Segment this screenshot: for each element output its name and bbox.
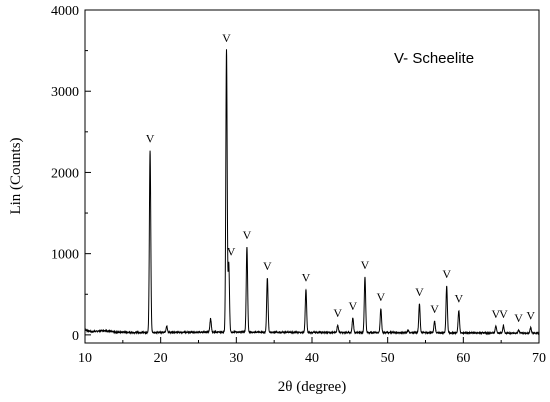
x-tick-label: 70 [532,351,546,366]
peak-marker: V [222,31,231,45]
peak-marker: V [415,285,424,299]
y-tick-label: 3000 [51,85,79,100]
y-tick-label: 2000 [51,166,79,181]
peak-marker: V [227,244,236,258]
peak-marker: V [333,306,342,320]
x-axis-ticks: 10 20 30 40 50 60 70 [78,337,546,366]
y-axis-ticks: 0 1000 2000 3000 4000 [51,4,91,344]
y-tick-label: 0 [72,329,79,344]
y-axis-label: Lin (Counts) [8,137,24,214]
x-tick-label: 30 [229,351,243,366]
y-tick-label: 4000 [51,4,79,19]
peak-marker: V [146,132,155,146]
x-tick-label: 20 [154,351,168,366]
x-tick-label: 10 [78,351,92,366]
peak-marker: V [243,228,252,242]
peak-marker: V [263,259,272,273]
peak-marker: V [492,307,501,321]
peak-marker: V [349,299,358,313]
peak-marker: V [430,302,439,316]
peak-marker: V [361,258,370,272]
x-tick-label: 40 [305,351,319,366]
x-axis-label: 2θ (degree) [278,379,346,395]
peak-marker: V [454,292,463,306]
peak-marker: V [302,270,311,284]
x-tick-label: 50 [381,351,395,366]
peak-marker: V [442,267,451,281]
legend-annotation: V- Scheelite [394,50,474,67]
peak-marker: V [526,309,535,323]
y-tick-label: 1000 [51,248,79,263]
diffraction-pattern-line [84,49,540,336]
peak-marker: V [499,307,508,321]
x-tick-label: 60 [456,351,470,366]
peak-marker: V [514,311,523,325]
peak-marker: V [377,290,386,304]
